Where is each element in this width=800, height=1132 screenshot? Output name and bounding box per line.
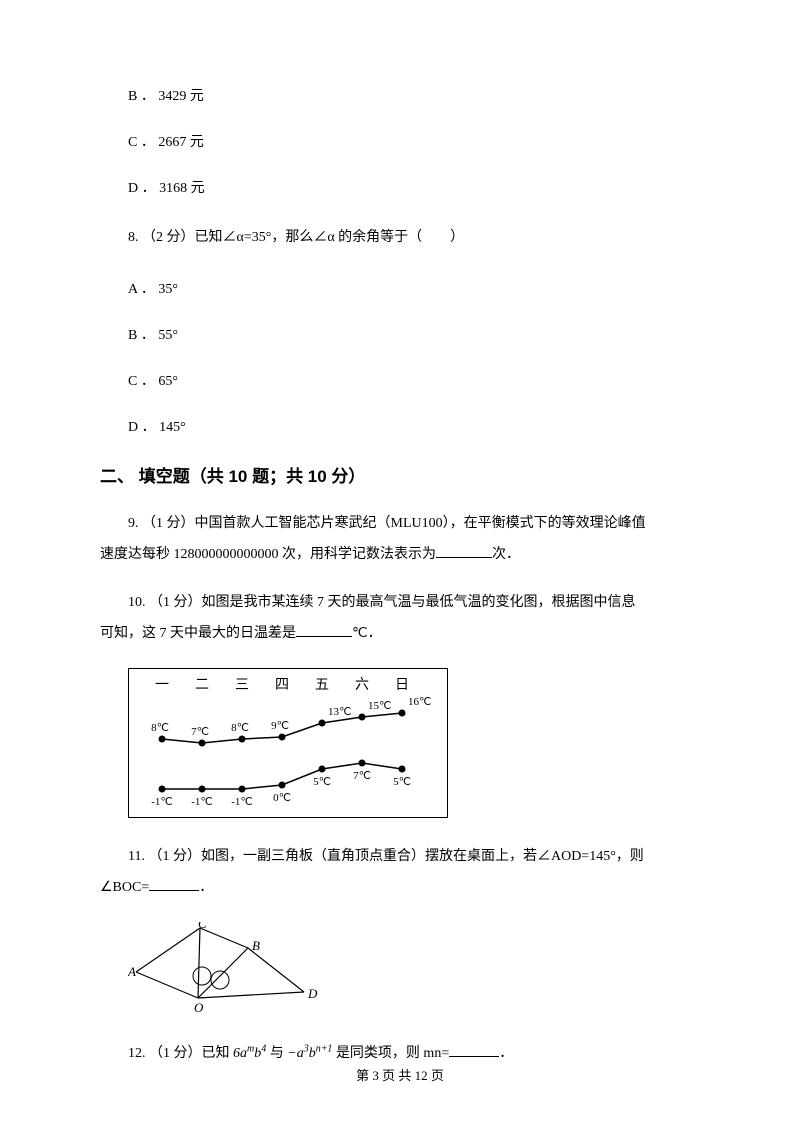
svg-text:13℃: 13℃: [328, 706, 351, 718]
q12-c: ．: [499, 1046, 513, 1061]
svg-text:一: 一: [155, 678, 169, 693]
q8-option-a[interactable]: A ． 35°: [100, 278, 700, 298]
q11-blank[interactable]: [149, 877, 199, 891]
svg-text:O: O: [194, 1000, 204, 1015]
q11-line2b: ．: [199, 880, 213, 895]
option-letter: D: [128, 420, 138, 435]
svg-text:六: 六: [355, 677, 369, 693]
page-footer: 第 3 页 共 12 页: [0, 1065, 800, 1084]
svg-text:15℃: 15℃: [368, 700, 391, 712]
q9-line1: 9. （1 分）中国首款人工智能芯片寒武纪（MLU100），在平衡模式下的等效理…: [100, 516, 646, 531]
svg-text:8℃: 8℃: [151, 722, 169, 734]
q12-a: 12. （1 分）已知: [128, 1046, 233, 1061]
svg-text:二: 二: [195, 678, 209, 693]
svg-text:7℃: 7℃: [191, 726, 209, 738]
q8-option-d[interactable]: D ． 145°: [100, 416, 700, 436]
svg-text:0℃: 0℃: [273, 792, 291, 804]
chart-svg: 一 二 三 四 五 六 日 8℃ 7℃ 8℃ 9℃ 13℃ 15℃ 16℃ -1℃ -1℃ -1℃ 0℃ 5℃ 7℃ 5…: [129, 669, 447, 817]
option-letter: B: [128, 89, 137, 104]
option-text: 3429 元: [158, 89, 204, 104]
question-10: 10. （1 分）如图是我市某连续 7 天的最高气温与最低气温的变化图，根据图中…: [100, 588, 700, 650]
svg-text:-1℃: -1℃: [151, 796, 173, 808]
q12-a2: a: [297, 1046, 304, 1061]
section-2-header: 二、 填空题（共 10 题；共 10 分）: [100, 462, 700, 487]
option-letter: C: [128, 374, 137, 389]
option-letter: B: [128, 328, 137, 343]
triangle-diagram: A B C D O: [128, 922, 318, 1017]
q12-plus1: +1: [321, 1044, 333, 1055]
svg-text:7℃: 7℃: [353, 770, 371, 782]
svg-text:D: D: [307, 986, 318, 1001]
option-text: 55°: [158, 328, 178, 343]
q9-blank[interactable]: [436, 544, 492, 558]
q12-blank[interactable]: [449, 1043, 499, 1057]
option-text: 35°: [158, 282, 178, 297]
q12-sign: −: [287, 1046, 296, 1061]
q10-line2a: 可知，这 7 天中最大的日温差是: [100, 626, 296, 641]
question-9: 9. （1 分）中国首款人工智能芯片寒武纪（MLU100），在平衡模式下的等效理…: [100, 509, 700, 571]
geo-svg: A B C D O: [128, 922, 318, 1017]
option-sep: ．: [142, 420, 160, 435]
option-sep: ．: [141, 374, 159, 389]
svg-text:5℃: 5℃: [313, 776, 331, 788]
svg-text:B: B: [252, 938, 260, 953]
q12-b2: b: [309, 1046, 316, 1061]
svg-text:C: C: [198, 922, 207, 931]
option-text: 2667 元: [158, 135, 204, 150]
svg-text:A: A: [128, 964, 136, 979]
svg-text:16℃: 16℃: [408, 696, 431, 708]
svg-text:8℃: 8℃: [231, 722, 249, 734]
q8-option-c[interactable]: C ． 65°: [100, 370, 700, 390]
option-c[interactable]: C ． 2667 元: [100, 131, 700, 151]
q12-mid: 与: [266, 1046, 287, 1061]
q10-line2b: ℃．: [352, 626, 382, 641]
option-text: 145°: [159, 420, 186, 435]
option-text: 65°: [158, 374, 178, 389]
option-letter: A: [128, 282, 137, 297]
svg-text:日: 日: [395, 678, 409, 693]
q10-blank[interactable]: [296, 623, 352, 637]
q8-option-b[interactable]: B ． 55°: [100, 324, 700, 344]
q11-line2a: ∠BOC=: [100, 880, 149, 895]
option-letter: C: [128, 135, 137, 150]
option-sep: ．: [142, 181, 160, 196]
q12-a-var: a: [240, 1046, 247, 1061]
q12-b-text: 是同类项，则 mn=: [332, 1046, 449, 1061]
svg-text:-1℃: -1℃: [231, 796, 253, 808]
svg-text:五: 五: [315, 678, 329, 693]
svg-text:9℃: 9℃: [271, 720, 289, 732]
option-text: 3168 元: [159, 181, 205, 196]
svg-text:5℃: 5℃: [393, 776, 411, 788]
option-sep: ．: [141, 89, 159, 104]
option-sep: ．: [141, 135, 159, 150]
svg-text:三: 三: [235, 678, 249, 693]
q12-coeff: 6: [233, 1046, 240, 1061]
svg-text:四: 四: [275, 678, 289, 693]
option-sep: ．: [141, 282, 159, 297]
q10-line1: 10. （1 分）如图是我市某连续 7 天的最高气温与最低气温的变化图，根据图中…: [100, 595, 636, 610]
q9-line2a: 速度达每秒 128000000000000 次，用科学记数法表示为: [100, 547, 436, 562]
svg-text:-1℃: -1℃: [191, 796, 213, 808]
temperature-chart: 一 二 三 四 五 六 日 8℃ 7℃ 8℃ 9℃ 13℃ 15℃ 16℃ -1℃ -1℃ -1℃ 0℃ 5℃ 7℃ 5…: [128, 668, 448, 818]
option-letter: D: [128, 181, 138, 196]
option-sep: ．: [141, 328, 159, 343]
q9-line2b: 次．: [492, 547, 520, 562]
q11-line1: 11. （1 分）如图，一副三角板（直角顶点重合）摆放在桌面上，若∠AOD=14…: [100, 849, 644, 864]
option-b[interactable]: B ． 3429 元: [100, 85, 700, 105]
question-8: 8. （2 分）已知∠α=35°，那么∠α 的余角等于（ ）: [100, 223, 700, 254]
option-d[interactable]: D ． 3168 元: [100, 177, 700, 197]
question-11: 11. （1 分）如图，一副三角板（直角顶点重合）摆放在桌面上，若∠AOD=14…: [100, 842, 700, 904]
